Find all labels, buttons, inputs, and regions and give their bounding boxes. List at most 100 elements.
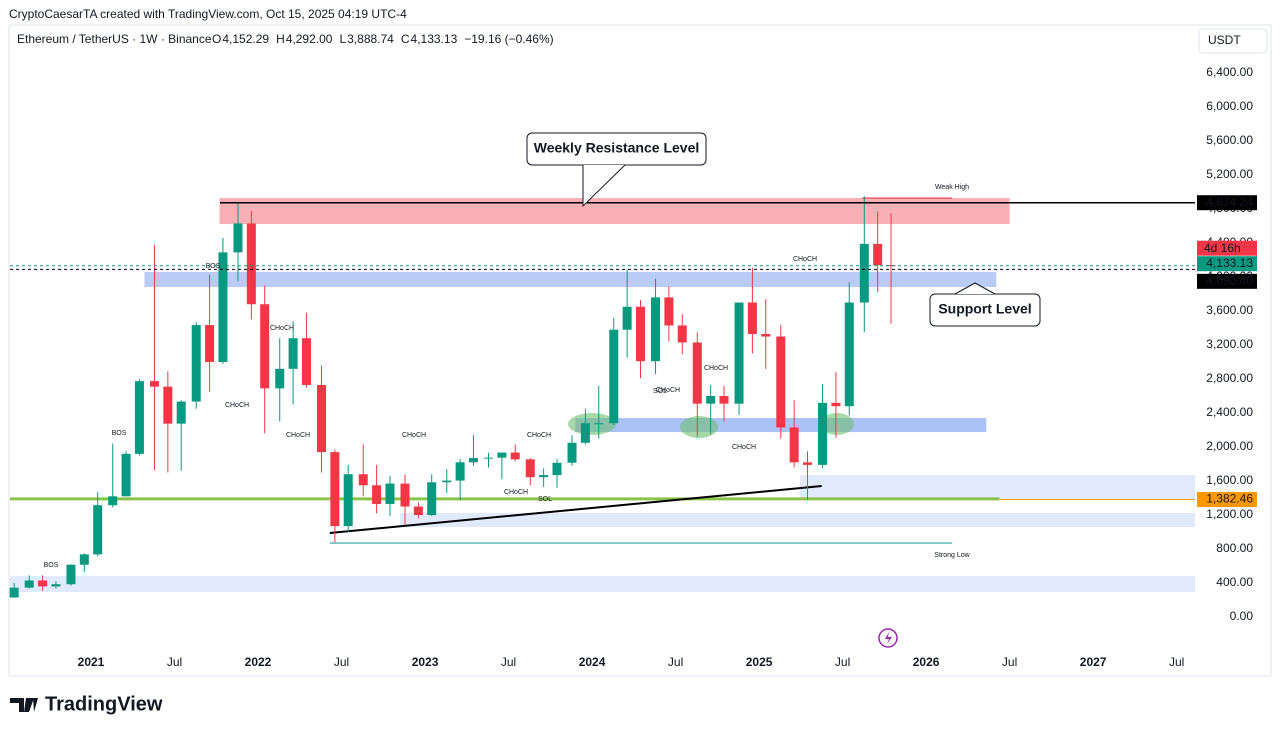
x-tick-label: 2026: [913, 655, 940, 669]
structure-label: SOL: [538, 496, 552, 503]
ohlc-key: C: [401, 32, 410, 46]
logo-text: TradingView: [45, 693, 163, 715]
x-tick-label: 2023: [412, 655, 439, 669]
ohlc-key: O: [212, 32, 221, 46]
event-icon[interactable]: [878, 628, 898, 648]
candle-body: [706, 396, 716, 404]
candle-body: [24, 580, 34, 588]
ohlc-key: H: [276, 32, 285, 46]
candle-body: [66, 564, 76, 585]
structure-label: Strong Low: [934, 552, 970, 559]
candle-body: [719, 396, 729, 404]
y-tick-label: 1,200.00: [1206, 507, 1253, 521]
y-tick-label: 800.00: [1216, 541, 1253, 555]
candle-body: [316, 384, 326, 453]
trend-line: [329, 485, 822, 535]
level-box: [1197, 273, 1257, 289]
candle-body: [567, 442, 577, 463]
candle-body: [664, 297, 674, 326]
candle-body: [275, 368, 285, 389]
change: −19.16 (−0.46%): [464, 32, 553, 46]
callout-pointer: [954, 282, 996, 295]
y-tick-label: 2,400.00: [1206, 405, 1253, 419]
candle-body: [343, 474, 353, 527]
zone: [800, 475, 1195, 501]
ohlc-value: 4,152.29: [222, 32, 269, 46]
x-tick-label: Jul: [501, 655, 516, 669]
candle-body: [79, 554, 89, 565]
structure-label: CHoCH: [527, 432, 551, 439]
credit: CryptoCaesarTA created with TradingView.…: [9, 7, 407, 21]
candle-body: [692, 342, 702, 404]
y-tick-label: 0.00: [1230, 609, 1254, 623]
symbol: Ethereum / TetherUS · 1W · Binance: [17, 32, 212, 46]
candle-body: [427, 482, 437, 516]
structure-label: CHoCH: [704, 365, 728, 372]
candle-body: [455, 462, 465, 481]
candle-body: [510, 452, 520, 460]
candle-body: [358, 474, 368, 486]
callout-text: Support Level: [938, 301, 1031, 317]
candle-body: [149, 381, 159, 387]
candle-body: [622, 306, 632, 330]
candle-body: [635, 306, 645, 362]
structure-label: Weak High: [935, 184, 969, 191]
candle-body: [831, 402, 841, 407]
event-icon-bolt: [885, 632, 892, 644]
structure-label: CHoCH: [225, 402, 249, 409]
candle-body: [400, 483, 410, 507]
candle-body: [651, 297, 661, 362]
countdown: 4d 16h: [1204, 241, 1241, 255]
candle-body: [580, 423, 590, 443]
y-tick-label: 6,000.00: [1206, 99, 1253, 113]
x-tick-label: 2022: [245, 655, 272, 669]
candle-body: [121, 453, 131, 497]
y-tick-label: 3,600.00: [1206, 303, 1253, 317]
x-tick-label: Jul: [334, 655, 349, 669]
candle-body: [413, 506, 423, 516]
candle-body: [191, 325, 201, 402]
candle-body: [93, 505, 103, 555]
y-tick-label: 400.00: [1216, 575, 1253, 589]
ohlc: O 4,152.29 H 4,292.00 L 3,888.74 C 4,133.13 −19.…: [212, 32, 554, 46]
candle-body: [789, 427, 799, 463]
logo-icon: [10, 698, 38, 712]
structure-label: BOS: [206, 263, 221, 270]
y-tick-label: 1,600.00: [1206, 473, 1253, 487]
candle-body: [330, 452, 340, 527]
candle-body: [301, 338, 311, 385]
candle-body: [497, 452, 507, 458]
candle-body: [9, 587, 19, 598]
level-label: 1,382.46: [1206, 492, 1253, 506]
currency-box[interactable]: [1198, 28, 1268, 54]
candle-body: [108, 496, 118, 506]
ohlc-key: L: [339, 32, 346, 46]
candle-body: [38, 580, 48, 587]
highlight: [820, 413, 854, 435]
candle-body: [594, 423, 604, 425]
x-tick-label: Jul: [1169, 655, 1184, 669]
y-tick-label: 3,200.00: [1206, 337, 1253, 351]
candle-body: [134, 381, 144, 454]
ohlc-value: 3,888.74: [347, 32, 394, 46]
candle-body: [233, 223, 243, 253]
structure-label: CHoCH: [270, 325, 294, 332]
ohlc-value: 4,133.13: [411, 32, 458, 46]
structure-label: CHoCH: [402, 432, 426, 439]
x-tick-label: Jul: [167, 655, 182, 669]
y-tick-label: 2,800.00: [1206, 371, 1253, 385]
currency[interactable]: USDT: [1208, 33, 1241, 47]
candle-body: [525, 459, 535, 478]
countdown-box: [1197, 240, 1257, 256]
candle-body: [260, 304, 270, 389]
logo: TradingView: [10, 693, 163, 715]
structure-label: CHoCH: [656, 387, 680, 394]
candle-body: [859, 243, 869, 303]
y-tick-label: 5,200.00: [1206, 167, 1253, 181]
callout-text: Weekly Resistance Level: [534, 140, 700, 156]
zone: [399, 512, 1195, 528]
candle-body: [761, 333, 771, 337]
candle-body: [288, 338, 298, 369]
zone: [10, 576, 1195, 593]
candle-body: [51, 584, 61, 587]
